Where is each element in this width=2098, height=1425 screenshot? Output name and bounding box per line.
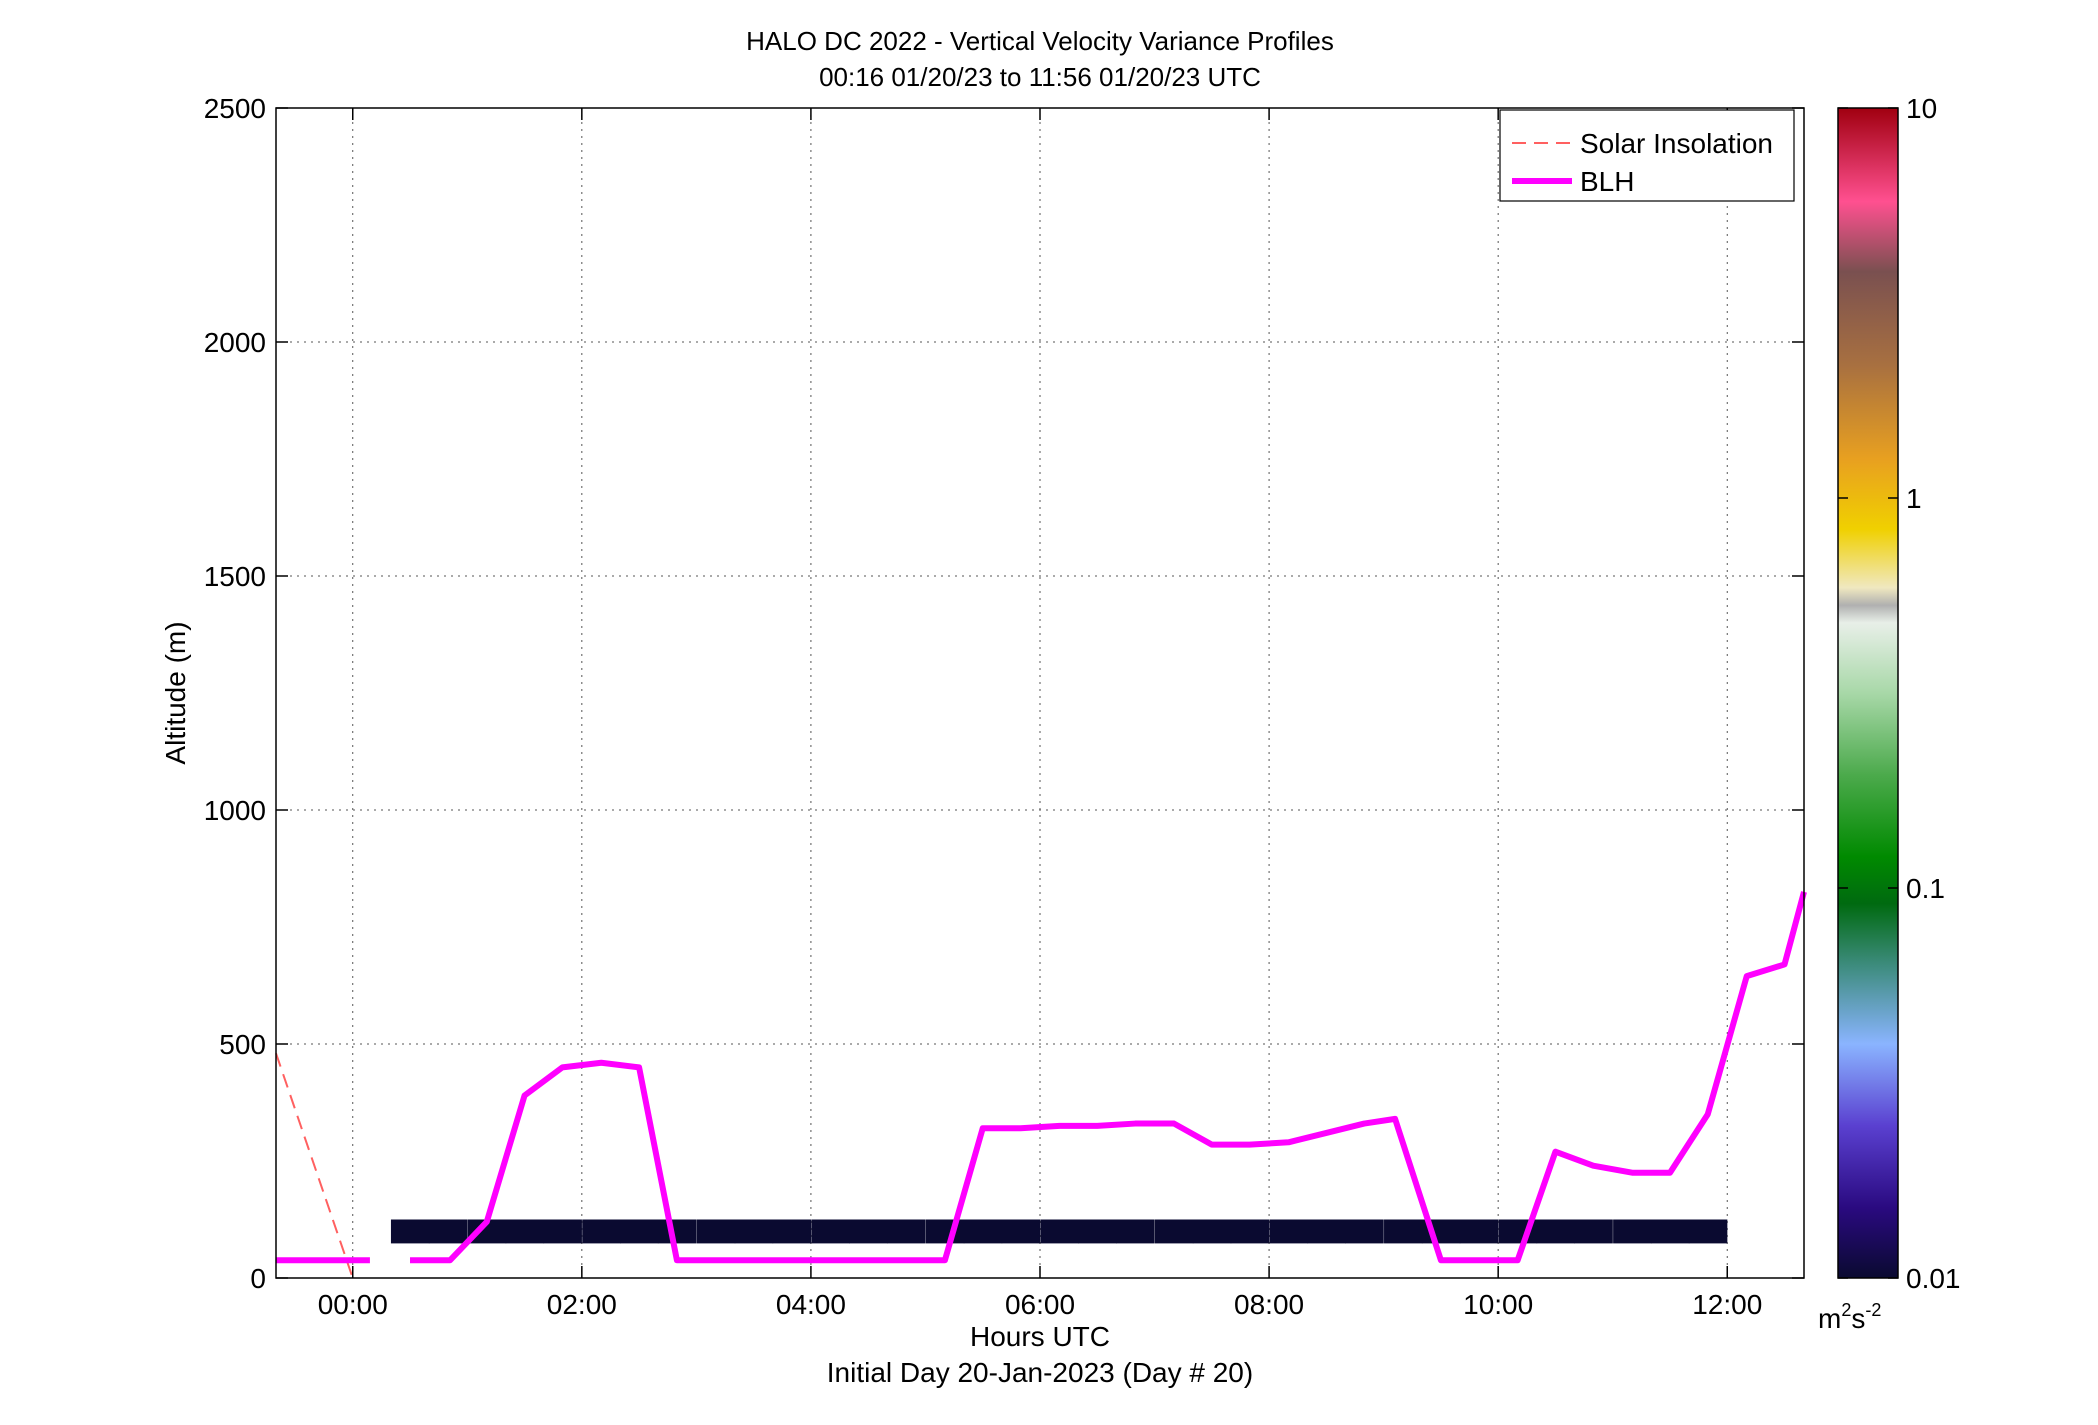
heatmap-cell: [1192, 1219, 1232, 1244]
heatmap-cell: [1459, 1219, 1499, 1244]
heatmap-cell: [505, 1219, 545, 1244]
heatmap-cell: [390, 1219, 430, 1244]
heatmap-cell: [1650, 1219, 1690, 1244]
heatmap-cell: [772, 1219, 812, 1244]
heatmap-cell: [925, 1219, 965, 1244]
legend-box: [1499, 109, 1795, 202]
x-tick-label: 08:00: [1234, 1289, 1304, 1320]
y-tick-label: 2000: [204, 327, 266, 358]
colorbar-unit-sup1: 2: [1841, 1300, 1851, 1320]
x-tick-label: 06:00: [1005, 1289, 1075, 1320]
heatmap-cell: [849, 1219, 888, 1244]
heatmap-cell: [1078, 1219, 1117, 1244]
y-tick-label: 2500: [204, 93, 266, 124]
legend-solar-label: Solar Insolation: [1580, 128, 1773, 159]
heatmap-cell: [543, 1219, 582, 1244]
heatmap-cell: [1230, 1219, 1270, 1244]
heatmap-cell: [734, 1219, 774, 1244]
heatmap-cell: [467, 1219, 507, 1244]
chart-subtitle: 00:16 01/20/23 to 11:56 01/20/23 UTC: [819, 62, 1261, 92]
heatmap-cell: [1154, 1219, 1194, 1244]
axis-ticks: 00:00 02:00 04:00 06:00 08:00 10:00 12:00 0 500 1…: [204, 93, 1804, 1320]
colorbar-unit-sup2: -2: [1865, 1300, 1881, 1320]
x-tick-label: 02:00: [547, 1289, 617, 1320]
colorbar-unit: m2s-2: [1818, 1300, 1881, 1334]
colorbar-unit-mid: s: [1851, 1303, 1865, 1334]
y-tick-label: 500: [219, 1029, 266, 1060]
heatmap-cell: [1115, 1219, 1155, 1244]
heatmap-cell: [1574, 1219, 1613, 1244]
x-tick-label: 00:00: [318, 1289, 388, 1320]
heatmap-cell: [1345, 1219, 1384, 1244]
colorbar-ticks: 0.01 0.1 1 10: [1838, 93, 1961, 1294]
heatmap-cell: [963, 1219, 1003, 1244]
heatmap-cell: [1688, 1219, 1728, 1244]
colorbar-tick-label: 1: [1906, 483, 1922, 514]
heatmap-cell: [428, 1219, 468, 1244]
legend-blh-label: BLH: [1580, 166, 1634, 197]
blh-line-segment: [410, 891, 1807, 1264]
heatmap: [390, 1219, 1728, 1244]
colorbar-tick-label: 0.1: [1906, 873, 1945, 904]
heatmap-cell: [582, 1219, 621, 1244]
colorbar-tick-label: 0.01: [1906, 1263, 1961, 1294]
heatmap-cell: [1384, 1219, 1423, 1244]
y-tick-label: 0: [250, 1263, 266, 1294]
heatmap-cell: [1307, 1219, 1346, 1244]
chart-title: HALO DC 2022 - Vertical Velocity Varianc…: [746, 26, 1334, 56]
y-tick-label: 1000: [204, 795, 266, 826]
legend: Solar Insolation BLH: [1499, 109, 1795, 202]
heatmap-cell: [811, 1219, 850, 1244]
colorbar-tick-label: 10: [1906, 93, 1937, 124]
heatmap-cell: [1613, 1219, 1652, 1244]
x-axis-label: Hours UTC: [970, 1321, 1110, 1352]
heatmap-cell: [1269, 1219, 1309, 1244]
heatmap-cell: [1536, 1219, 1576, 1244]
x-tick-label: 04:00: [776, 1289, 846, 1320]
heatmap-cell: [1001, 1219, 1041, 1244]
y-tick-label: 1500: [204, 561, 266, 592]
y-axis-label: Altitude (m): [160, 621, 191, 764]
heatmap-cell: [657, 1219, 697, 1244]
x-tick-label: 12:00: [1692, 1289, 1762, 1320]
x-tick-label: 10:00: [1463, 1289, 1533, 1320]
solar-insolation-line: [275, 1053, 354, 1279]
x-axis-sublabel: Initial Day 20-Jan-2023 (Day # 20): [827, 1357, 1253, 1388]
heatmap-cell: [1040, 1219, 1080, 1244]
heatmap-cell: [886, 1219, 926, 1244]
heatmap-cell: [696, 1219, 736, 1244]
colorbar-unit-base: m: [1818, 1303, 1841, 1334]
heatmap-cell: [620, 1219, 659, 1244]
colorbar: [1837, 107, 1899, 1279]
lines: [275, 891, 1807, 1279]
